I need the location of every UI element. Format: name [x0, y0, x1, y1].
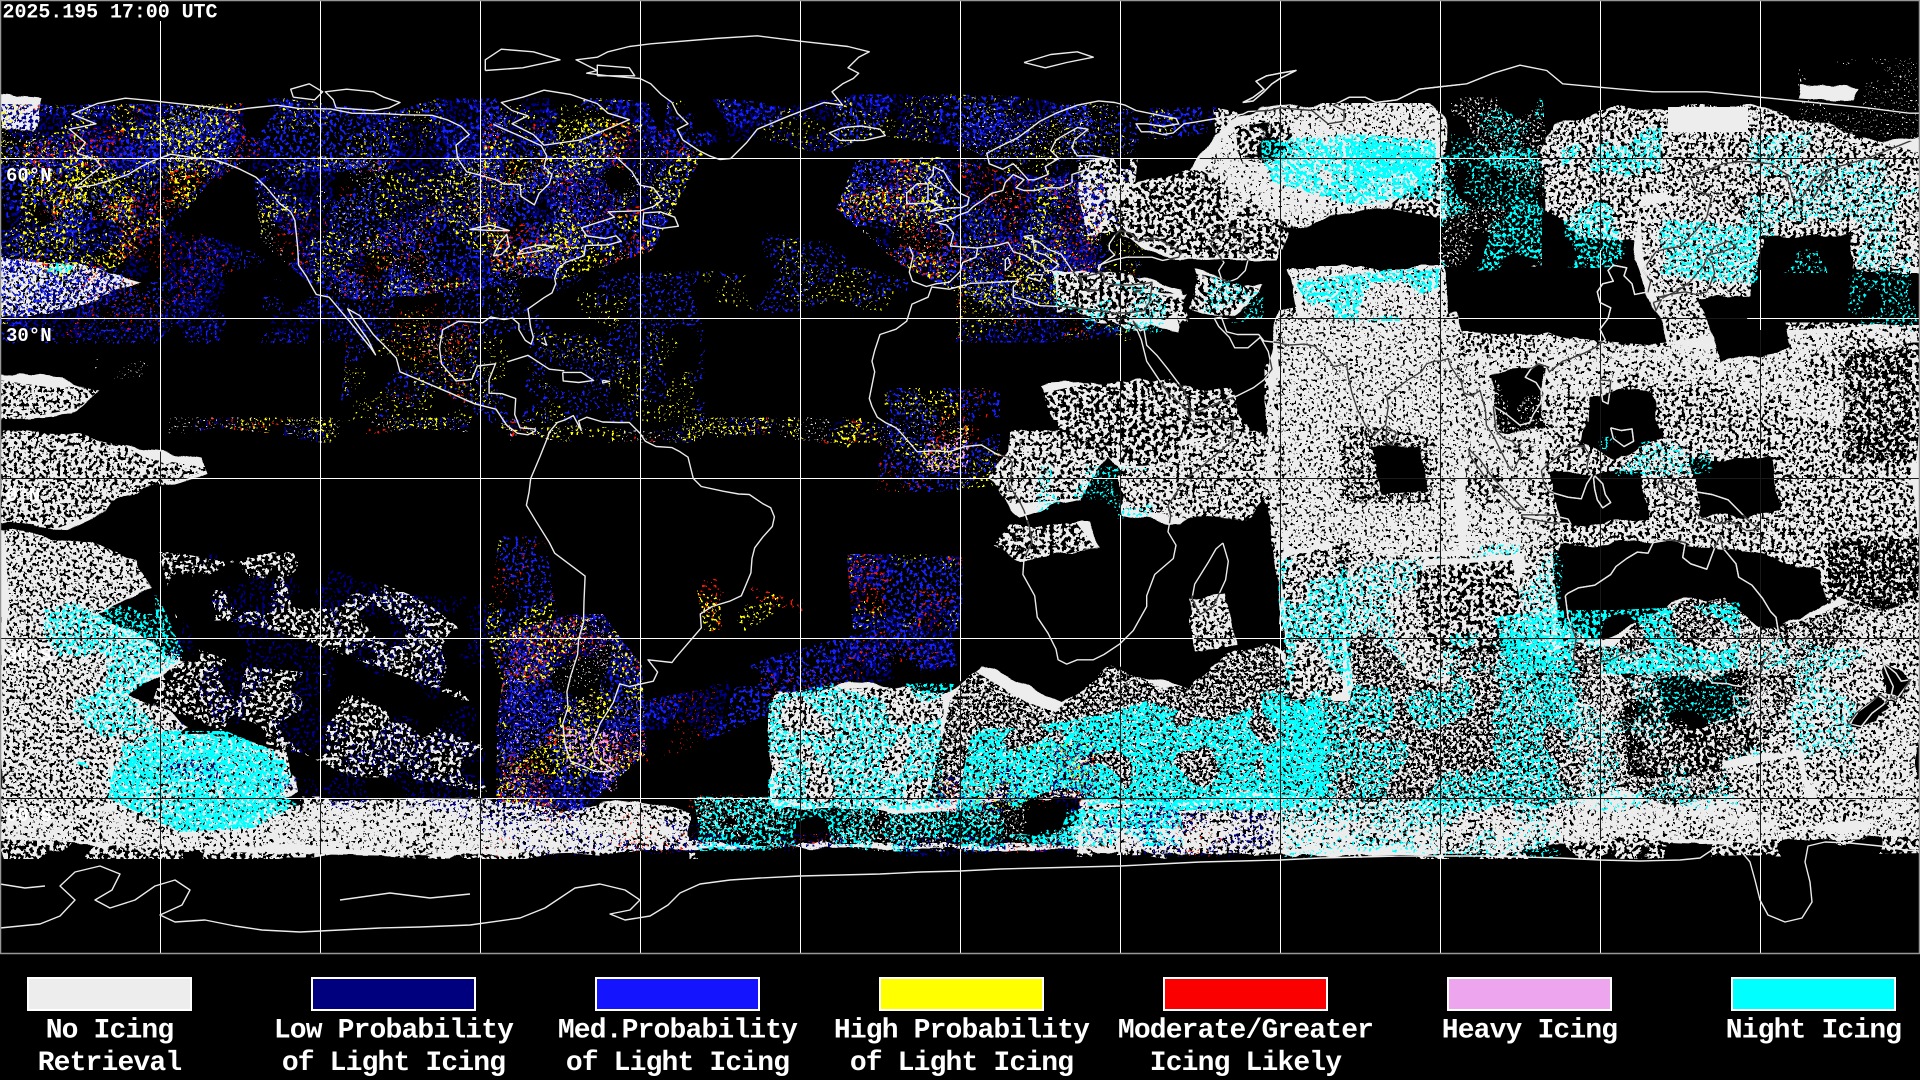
svg-text:of Light Icing: of Light Icing	[282, 1048, 505, 1079]
svg-text:Night Icing: Night Icing	[1726, 1016, 1902, 1047]
svg-text:of Light Icing: of Light Icing	[566, 1048, 789, 1079]
svg-text:Heavy Icing: Heavy Icing	[1442, 1016, 1618, 1047]
svg-text:30°N: 30°N	[6, 325, 52, 347]
svg-text:0°N: 0°N	[6, 485, 40, 507]
svg-text:2025.195 17:00 UTC: 2025.195 17:00 UTC	[3, 2, 218, 25]
svg-text:60°N: 60°N	[6, 165, 52, 187]
svg-text:High Probability: High Probability	[834, 1016, 1090, 1047]
svg-text:60°S: 60°S	[6, 805, 52, 827]
svg-text:Med.Probability: Med.Probability	[558, 1016, 798, 1047]
svg-text:Low Probability: Low Probability	[274, 1016, 514, 1047]
svg-text:Retrieval: Retrieval	[38, 1048, 182, 1079]
svg-text:Icing Likely: Icing Likely	[1150, 1048, 1342, 1079]
svg-text:No Icing: No Icing	[46, 1016, 174, 1047]
svg-text:of Light Icing: of Light Icing	[850, 1048, 1073, 1079]
svg-text:30°S: 30°S	[6, 645, 52, 667]
svg-text:Moderate/Greater: Moderate/Greater	[1118, 1016, 1373, 1047]
